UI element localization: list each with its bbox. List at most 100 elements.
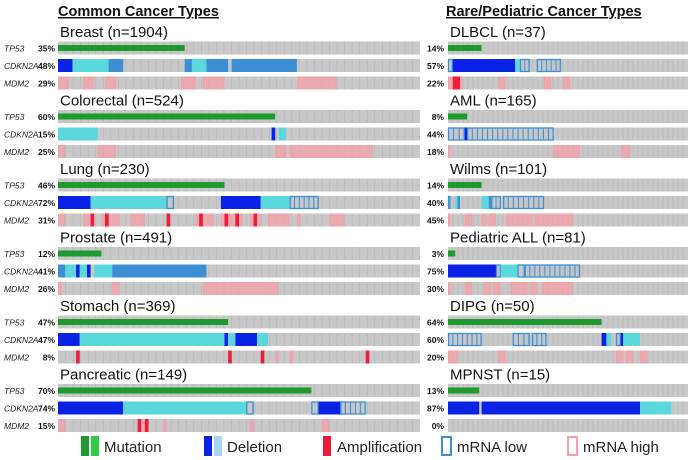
legend-swatch-amplification bbox=[323, 436, 331, 456]
gene-label: CDKN2A bbox=[4, 61, 39, 71]
deletion-mid-segment bbox=[108, 59, 124, 72]
mrna-high-segment bbox=[249, 419, 254, 432]
legend-label-mutation: Mutation bbox=[104, 439, 162, 456]
amplification-segment bbox=[199, 213, 203, 227]
mrna-low-segment bbox=[447, 127, 465, 141]
track-row: 64% bbox=[427, 315, 688, 329]
track-row: TP53 60% bbox=[4, 110, 420, 123]
mrna-high-segment bbox=[544, 76, 552, 90]
percent-label: 0% bbox=[432, 421, 445, 431]
deletion-light-segment bbox=[257, 333, 268, 346]
mrna-low-segment bbox=[536, 58, 561, 73]
mrna-high-segment bbox=[541, 282, 573, 295]
mrna-high-segment bbox=[481, 213, 487, 227]
mrna-high-segment bbox=[275, 145, 287, 158]
percent-label: 72% bbox=[38, 198, 55, 208]
gene-label: MDM2 bbox=[4, 79, 29, 89]
track-row: 22% bbox=[427, 76, 688, 90]
mrna-high-segment bbox=[141, 419, 145, 432]
deletion-segment bbox=[464, 127, 468, 141]
percent-label: 31% bbox=[38, 216, 55, 226]
gene-label: CDKN2A bbox=[4, 130, 39, 140]
mrna-high-segment bbox=[58, 282, 62, 295]
mrna-high-segment bbox=[275, 350, 279, 364]
amplification-segment bbox=[228, 350, 232, 364]
gene-label: CDKN2A bbox=[4, 404, 39, 414]
track-row: MDM2 26% bbox=[4, 282, 420, 295]
gene-label: MDM2 bbox=[4, 421, 29, 431]
legend-mrna-low: mRNA low bbox=[441, 436, 527, 456]
mrna-high-segment bbox=[498, 350, 506, 364]
mrna-high-segment bbox=[267, 213, 290, 227]
mrna-high-segment bbox=[563, 76, 571, 90]
track-row: 18% bbox=[427, 145, 688, 158]
percent-label: 60% bbox=[38, 112, 55, 122]
track-row: 3% bbox=[432, 247, 688, 260]
mrna-high-segment bbox=[505, 213, 533, 227]
mutation-segment bbox=[448, 182, 482, 188]
percent-label: 15% bbox=[38, 421, 55, 431]
percent-label: 41% bbox=[38, 267, 55, 277]
mutation-segment bbox=[58, 387, 312, 394]
legend-mrna-high: mRNA high bbox=[567, 436, 659, 456]
panel-title: Pancreatic (n=149) bbox=[60, 367, 187, 384]
mutation-segment bbox=[58, 113, 276, 120]
amplification-segment bbox=[90, 213, 95, 227]
amplification-segment bbox=[166, 213, 171, 227]
mrna-high-segment bbox=[181, 76, 196, 90]
mrna-low-segment bbox=[467, 127, 554, 141]
deletion-segment bbox=[601, 333, 607, 346]
gene-label: CDKN2A bbox=[4, 267, 39, 277]
amplification-segment bbox=[144, 419, 149, 432]
rare-panel: AML (n=165) 8% 44% 18% bbox=[427, 93, 688, 158]
deletion-segment bbox=[76, 264, 80, 278]
gene-label: TP53 bbox=[4, 181, 25, 191]
percent-label: 70% bbox=[38, 386, 55, 396]
mrna-high-segment bbox=[448, 145, 451, 158]
deletion-light-segment bbox=[455, 196, 458, 209]
track-row: TP53 46% bbox=[4, 178, 420, 192]
mrna-low-segment bbox=[246, 401, 254, 415]
legend-label-deletion: Deletion bbox=[227, 439, 282, 456]
track-row: TP53 70% bbox=[4, 384, 420, 397]
mrna-low-segment bbox=[503, 195, 545, 210]
deletion-light-segment bbox=[79, 333, 225, 346]
track-row: 14% bbox=[427, 41, 688, 55]
legend: Mutation Deletion Amplification mRNA low… bbox=[81, 436, 659, 456]
mutation-segment bbox=[58, 250, 102, 257]
deletion-light-segment bbox=[278, 127, 287, 141]
track-row: MDM2 29% bbox=[4, 76, 420, 90]
rare-panel: Pediatric ALL (n=81) 3% 75% 30% bbox=[427, 230, 688, 295]
deletion-segment bbox=[58, 333, 80, 346]
gene-label: MDM2 bbox=[4, 353, 29, 363]
amplification-segment bbox=[235, 213, 239, 227]
common-panel: Colorectal (n=524) TP53 60% CDKN2A 15% MDM2 25… bbox=[4, 93, 420, 158]
deletion-mid-segment bbox=[231, 59, 297, 72]
track-row: 45% bbox=[427, 213, 688, 227]
deletion-light-segment bbox=[500, 264, 518, 278]
track-row: 40% bbox=[427, 195, 688, 210]
deletion-light-segment bbox=[72, 59, 109, 72]
percent-label: 35% bbox=[38, 44, 55, 54]
mrna-high-segment bbox=[322, 419, 330, 432]
deletion-light-segment bbox=[90, 196, 167, 209]
mrna-high-segment bbox=[510, 282, 528, 295]
mrna-high-segment bbox=[58, 145, 66, 158]
deletion-segment bbox=[58, 401, 124, 415]
common-panel: Lung (n=230) TP53 46% CDKN2A 72% MDM2 31% bbox=[4, 161, 420, 227]
mutation-segment bbox=[58, 182, 225, 188]
deletion-mid-segment bbox=[206, 59, 229, 72]
legend-swatch-mutation-dark bbox=[81, 436, 89, 456]
track-row: 8% bbox=[432, 110, 688, 123]
mrna-low-segment bbox=[447, 195, 451, 210]
percent-label: 26% bbox=[38, 284, 55, 294]
mrna-low-segment bbox=[615, 332, 621, 347]
percent-label: 40% bbox=[427, 198, 444, 208]
track-row: MDM2 15% bbox=[4, 419, 420, 432]
track-row: CDKN2A 48% bbox=[4, 59, 420, 72]
mrna-low-segment bbox=[512, 332, 530, 347]
track-row: MDM2 31% bbox=[4, 213, 420, 227]
track-row: 14% bbox=[427, 178, 688, 192]
percent-label: 44% bbox=[427, 130, 444, 140]
gene-label: TP53 bbox=[4, 249, 25, 259]
